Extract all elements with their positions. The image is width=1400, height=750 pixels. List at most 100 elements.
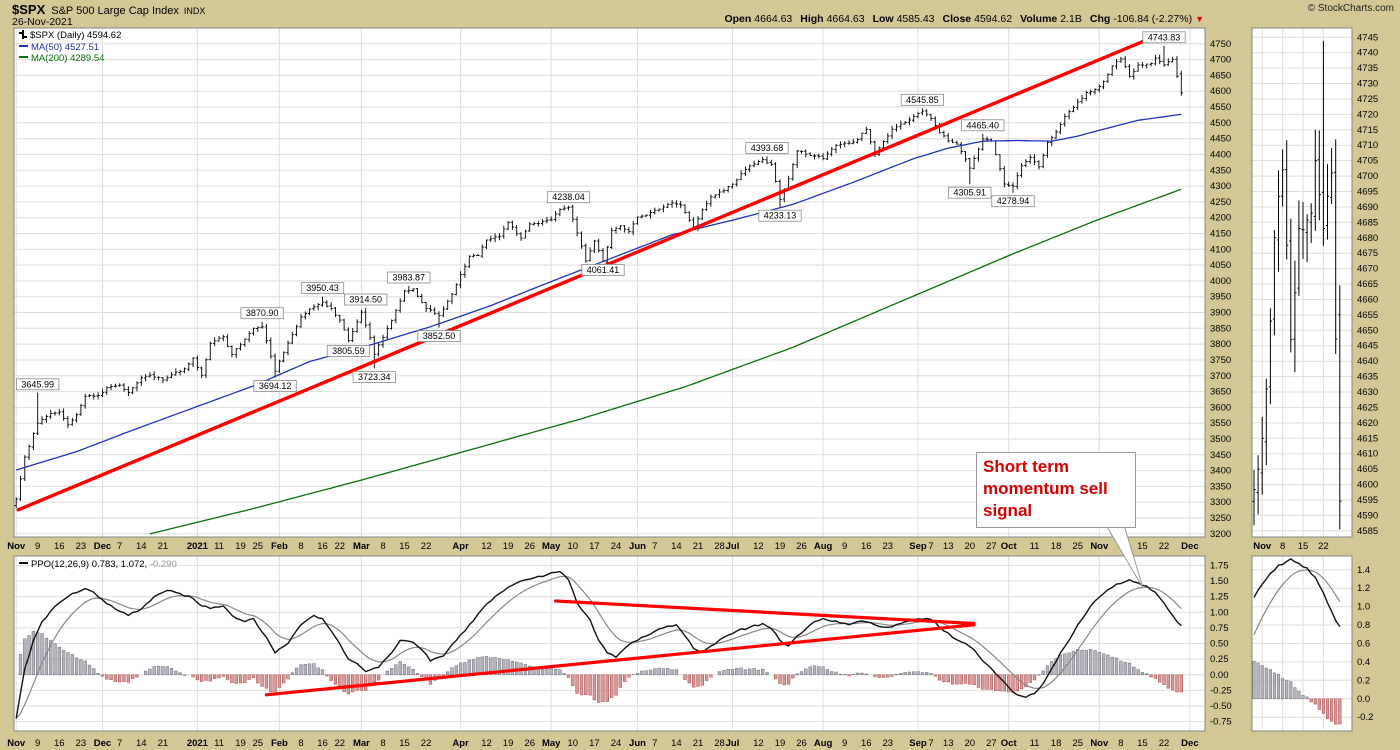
svg-text:4735: 4735 (1357, 63, 1378, 74)
close-value: 4594.62 (974, 13, 1013, 25)
svg-text:3200: 3200 (1210, 529, 1231, 540)
svg-text:11: 11 (214, 738, 224, 749)
svg-text:3550: 3550 (1210, 418, 1231, 429)
svg-text:4595: 4595 (1357, 495, 1378, 506)
annotation-line-2: momentum sell (983, 479, 1108, 498)
svg-text:22: 22 (1318, 541, 1329, 552)
svg-text:26: 26 (796, 738, 807, 749)
svg-text:7: 7 (652, 738, 657, 749)
svg-text:3805.59: 3805.59 (332, 346, 365, 356)
svg-text:4000: 4000 (1210, 276, 1231, 287)
svg-text:11: 11 (1030, 738, 1040, 749)
svg-text:27: 27 (986, 541, 997, 552)
ma50-legend-label: MA(50) 4527.51 (31, 41, 100, 53)
price-data-label (961, 119, 1005, 132)
svg-text:1.2: 1.2 (1357, 583, 1370, 594)
svg-text:14: 14 (671, 541, 682, 552)
svg-text:4238.04: 4238.04 (552, 192, 585, 202)
svg-text:-0.75: -0.75 (1210, 717, 1232, 728)
svg-text:9: 9 (842, 738, 847, 749)
price-panel: 3200 3250 3300 3350 3400 3450 3500 3550 3600 3650… (13, 27, 1231, 540)
svg-text:May: May (542, 738, 561, 749)
svg-text:4585: 4585 (1357, 526, 1378, 537)
svg-text:3900: 3900 (1210, 308, 1231, 319)
svg-text:19: 19 (775, 541, 786, 552)
ppo-panel: -0.75 -0.50 -0.25 0.00 0.25 0.50 0.75 1.00 1.25 1… (13, 555, 1232, 732)
svg-text:13: 13 (943, 738, 954, 749)
svg-text:0.6: 0.6 (1357, 639, 1370, 650)
svg-text:16: 16 (317, 738, 328, 749)
ticker-symbol: $SPX (12, 2, 46, 17)
price-data-label (326, 344, 371, 357)
svg-text:19: 19 (503, 738, 514, 749)
svg-text:4680: 4680 (1357, 233, 1378, 244)
svg-text:25: 25 (253, 738, 264, 749)
svg-text:4635: 4635 (1357, 372, 1378, 383)
svg-text:4650: 4650 (1357, 325, 1378, 336)
svg-text:4450: 4450 (1210, 134, 1231, 145)
svg-text:4150: 4150 (1210, 229, 1231, 240)
svg-text:4278.94: 4278.94 (997, 196, 1030, 206)
svg-text:4695: 4695 (1357, 187, 1378, 198)
svg-text:4640: 4640 (1357, 356, 1378, 367)
svg-text:11: 11 (1030, 541, 1040, 552)
price-data-label (1142, 31, 1186, 44)
svg-text:15: 15 (399, 541, 410, 552)
ppo-line-icon (19, 562, 28, 564)
open-label: Open (724, 13, 752, 25)
svg-text:11: 11 (214, 541, 224, 552)
price-data-label (991, 195, 1035, 208)
svg-text:19: 19 (503, 541, 514, 552)
svg-text:4725: 4725 (1357, 94, 1378, 105)
svg-text:20: 20 (965, 738, 976, 749)
svg-text:-0.2: -0.2 (1357, 712, 1373, 723)
svg-text:23: 23 (883, 541, 894, 552)
svg-text:4710: 4710 (1357, 140, 1378, 151)
price-data-label (581, 264, 625, 276)
svg-text:4650: 4650 (1210, 70, 1231, 81)
high-value: 4664.63 (826, 13, 865, 25)
svg-text:12: 12 (481, 738, 492, 749)
ma200-legend-label: MA(200) 4289.54 (31, 53, 105, 64)
svg-text:2021: 2021 (187, 541, 209, 552)
svg-text:9: 9 (35, 541, 40, 552)
svg-text:3400: 3400 (1210, 466, 1231, 477)
svg-text:4745: 4745 (1357, 32, 1378, 43)
svg-text:2021: 2021 (187, 738, 209, 749)
open-value: 4664.63 (754, 13, 793, 25)
svg-text:3950: 3950 (1210, 292, 1231, 303)
svg-text:23: 23 (883, 738, 894, 749)
low-value: 4585.43 (896, 13, 935, 25)
svg-text:14: 14 (671, 738, 682, 749)
svg-text:4685: 4685 (1357, 217, 1378, 228)
svg-text:4350: 4350 (1210, 165, 1231, 176)
svg-text:1.75: 1.75 (1210, 560, 1229, 571)
ppo-trendline (553, 599, 976, 626)
svg-text:26: 26 (524, 541, 535, 552)
price-data-label (344, 293, 388, 306)
chart-date: 26-Nov-2021 (12, 16, 73, 28)
svg-text:0.4: 0.4 (1357, 657, 1370, 668)
svg-text:14: 14 (136, 541, 147, 552)
svg-text:22: 22 (421, 541, 432, 552)
price-data-label (240, 307, 284, 320)
svg-text:8: 8 (1118, 738, 1123, 749)
annotation-line-1: Short term (983, 457, 1069, 476)
svg-text:3700: 3700 (1210, 371, 1231, 382)
svg-text:3870.90: 3870.90 (246, 308, 279, 318)
svg-text:4300: 4300 (1210, 181, 1231, 192)
svg-text:17: 17 (589, 541, 600, 552)
svg-text:Dec: Dec (1181, 738, 1198, 749)
annotation-callout: Short term momentum sell signal (976, 452, 1136, 528)
svg-text:19: 19 (235, 541, 246, 552)
svg-text:Feb: Feb (271, 738, 288, 749)
svg-text:0.00: 0.00 (1210, 670, 1229, 681)
ppo-legend-values: 0.783, 1.072, (91, 559, 148, 570)
svg-text:10: 10 (568, 738, 579, 749)
svg-text:4500: 4500 (1210, 118, 1231, 129)
price-data-label (758, 209, 802, 222)
svg-text:4690: 4690 (1357, 202, 1378, 213)
svg-text:4200: 4200 (1210, 213, 1231, 224)
svg-text:28: 28 (714, 738, 725, 749)
svg-text:4600: 4600 (1210, 86, 1231, 97)
